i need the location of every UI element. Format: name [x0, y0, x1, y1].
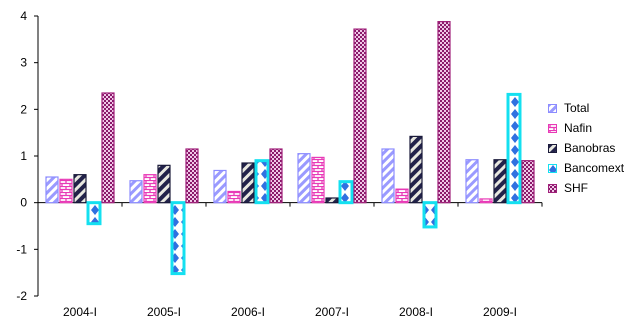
bar-shf-2006-i — [269, 148, 283, 204]
bar-total-2005-i — [129, 180, 143, 204]
bar-nafin-2006-i — [227, 190, 241, 204]
y-tick-label: 2 — [20, 102, 27, 116]
bar-banobras-2009-i — [493, 159, 507, 204]
bar-shf-2008-i — [437, 21, 451, 204]
x-tick-label: 2006-I — [231, 305, 265, 319]
bars — [45, 21, 535, 276]
y-tick-label: 0 — [20, 196, 27, 210]
legend-label: Total — [564, 101, 590, 115]
bar-banobras-2004-i — [73, 174, 87, 204]
tick-labels: 4 3 2 1 0 -1 -2 2004-I 2005-I 2006-I 2007-I 2008-I 2… — [16, 9, 517, 319]
y-tick-label: -2 — [16, 289, 27, 303]
bar-nafin-2005-i — [143, 174, 157, 204]
legend-item-banobras: Banobras — [548, 138, 638, 158]
bar-nafin-2004-i — [59, 178, 73, 204]
legend-item-shf: SHF — [548, 178, 638, 198]
legend-swatch — [548, 143, 557, 153]
bar-nafin-2007-i — [311, 156, 325, 204]
bar-nafin-2009-i — [479, 198, 493, 204]
bar-bancomext-2004-i — [86, 201, 102, 226]
bar-shf-2005-i — [185, 148, 199, 204]
x-tick-label: 2009-I — [483, 305, 517, 319]
bar-total-2008-i — [381, 148, 395, 204]
bar-nafin-2008-i — [395, 188, 409, 204]
bar-total-2006-i — [213, 169, 227, 204]
axes — [34, 15, 543, 297]
bar-total-2004-i — [45, 176, 59, 204]
bar-shf-2004-i — [101, 92, 115, 204]
bar-total-2007-i — [297, 153, 311, 204]
legend-item-nafin: Nafin — [548, 118, 638, 138]
x-tick-label: 2004-I — [63, 305, 97, 319]
legend-label: Nafin — [564, 121, 593, 135]
legend-label: SHF — [564, 181, 588, 195]
bar-total-2009-i — [465, 159, 479, 204]
legend-swatch — [548, 103, 557, 113]
bar-bancomext-2007-i — [338, 180, 354, 205]
bar-bancomext-2006-i — [254, 159, 270, 205]
legend-label: Banobras — [564, 141, 616, 155]
legend-label: Bancomext — [564, 161, 625, 175]
legend-item-total: Total — [548, 98, 638, 118]
y-tick-label: 4 — [20, 9, 27, 23]
x-tick-label: 2008-I — [399, 305, 433, 319]
bar-bancomext-2005-i — [170, 201, 186, 276]
bar-banobras-2008-i — [409, 135, 423, 204]
bar-bancomext-2008-i — [422, 201, 438, 229]
legend-swatch — [548, 163, 557, 173]
x-tick-label: 2007-I — [315, 305, 349, 319]
bar-banobras-2007-i — [325, 197, 339, 204]
y-tick-label: 3 — [20, 56, 27, 70]
bar-shf-2007-i — [353, 28, 367, 204]
y-tick-label: 1 — [20, 149, 27, 163]
bar-banobras-2005-i — [157, 164, 171, 204]
legend-swatch — [548, 183, 557, 193]
y-tick-label: -1 — [16, 242, 27, 256]
bar-bancomext-2009-i — [506, 92, 522, 205]
bar-banobras-2006-i — [241, 162, 255, 204]
bar-shf-2009-i — [521, 160, 535, 204]
x-tick-label: 2005-I — [147, 305, 181, 319]
legend-swatch — [548, 123, 557, 133]
legend: Total Nafin Banobras Bancomext SHF — [548, 98, 638, 198]
legend-item-bancomext: Bancomext — [548, 158, 638, 178]
